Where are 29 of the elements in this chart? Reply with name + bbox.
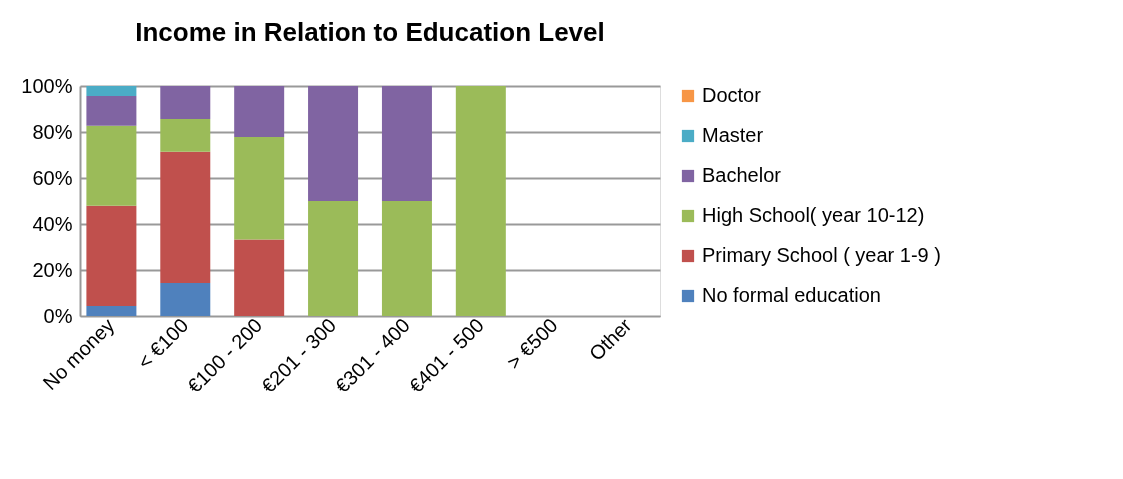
bar bbox=[86, 95, 137, 126]
bar bbox=[455, 86, 506, 316]
y-tick-label: 100% bbox=[21, 74, 73, 97]
bar bbox=[86, 125, 137, 206]
bar bbox=[234, 137, 285, 240]
bar bbox=[86, 86, 137, 96]
bar bbox=[381, 86, 432, 201]
legend-label: Doctor bbox=[702, 84, 762, 106]
legend-label: Primary School ( year 1-9 ) bbox=[702, 244, 941, 266]
legend-label: High School( year 10-12) bbox=[702, 204, 925, 226]
bar bbox=[234, 239, 285, 316]
bar bbox=[160, 151, 211, 284]
bar bbox=[381, 201, 432, 316]
bar bbox=[234, 86, 285, 138]
chart-title: Income in Relation to Education Level bbox=[135, 17, 605, 47]
legend-label: No formal education bbox=[702, 284, 881, 306]
y-tick-label: 20% bbox=[32, 258, 73, 281]
legend-label: Bachelor bbox=[702, 164, 782, 186]
bar bbox=[308, 86, 359, 201]
y-tick-label: 40% bbox=[32, 212, 73, 235]
bar bbox=[160, 86, 211, 119]
y-tick-label: 80% bbox=[32, 120, 73, 143]
bar bbox=[160, 283, 211, 316]
bar bbox=[308, 201, 359, 316]
legend-label: Master bbox=[702, 124, 764, 146]
bar bbox=[86, 305, 137, 316]
bar bbox=[160, 118, 211, 152]
y-tick-label: 60% bbox=[32, 166, 73, 189]
bar bbox=[86, 205, 137, 306]
